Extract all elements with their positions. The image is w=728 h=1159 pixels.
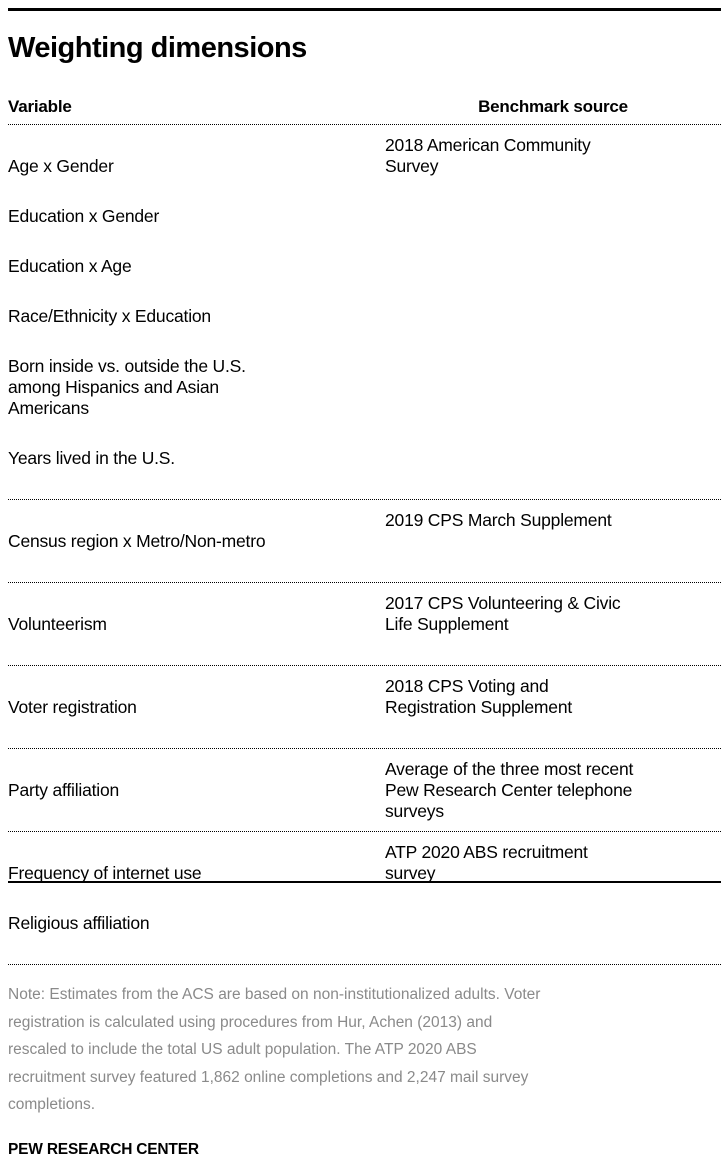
variable-item: Volunteerism (8, 614, 107, 634)
benchmark-cell: 2017 CPS Volunteering & Civic Life Suppl… (385, 593, 621, 634)
column-header-benchmark-source: Benchmark source (478, 97, 628, 116)
variable-item: Age x Gender (8, 156, 114, 176)
variable-item: Education x Age (8, 256, 132, 276)
variable-cell: Age x Gender Education x Gender Educatio… (8, 135, 385, 490)
table-header-row: Variable Benchmark source (8, 97, 721, 125)
benchmark-cell: Average of the three most recent Pew Res… (385, 759, 634, 821)
variable-item: Education x Gender (8, 206, 160, 226)
table-row-party-affiliation: Party affiliation Average of the three m… (8, 749, 721, 832)
variable-cell: Voter registration (8, 676, 385, 739)
variable-item: Born inside vs. outside the U.S. among H… (8, 356, 246, 418)
table-row-acs: Age x Gender Education x Gender Educatio… (8, 125, 721, 500)
variable-item: Race/Ethnicity x Education (8, 306, 211, 326)
page-title: Weighting dimensions (8, 32, 307, 64)
table-row-internet-religion: Frequency of internet use Religious affi… (8, 832, 721, 965)
variable-item: Years lived in the U.S. (8, 448, 175, 468)
weighting-table: Variable Benchmark source Age x Gender E… (8, 97, 721, 965)
bottom-rule (8, 881, 721, 883)
benchmark-cell: ATP 2020 ABS recruitment survey (385, 842, 588, 883)
variable-item: Census region x Metro/Non-metro (8, 531, 266, 551)
variable-cell: Frequency of internet use Religious affi… (8, 842, 385, 955)
top-rule (8, 8, 721, 11)
table-row-voter-registration: Voter registration 2018 CPS Voting and R… (8, 666, 721, 749)
table-row-census-region: Census region x Metro/Non-metro 2019 CPS… (8, 500, 721, 583)
column-header-variable: Variable (8, 97, 72, 116)
weighting-dimensions-figure: Weighting dimensions Variable Benchmark … (8, 8, 721, 1158)
table-row-volunteerism: Volunteerism 2017 CPS Volunteering & Civ… (8, 583, 721, 666)
table-note: Note: Estimates from the ACS are based o… (8, 986, 541, 1113)
variable-item: Frequency of internet use (8, 863, 202, 883)
benchmark-cell: 2019 CPS March Supplement (385, 510, 612, 530)
variable-cell: Census region x Metro/Non-metro (8, 510, 385, 573)
benchmark-cell: 2018 American Community Survey (385, 135, 591, 176)
variable-item: Voter registration (8, 697, 137, 717)
variable-cell: Party affiliation (8, 759, 385, 822)
variable-item: Party affiliation (8, 780, 120, 800)
benchmark-cell: 2018 CPS Voting and Registration Supplem… (385, 676, 573, 717)
variable-item: Religious affiliation (8, 913, 150, 933)
source-org-label: PEW RESEARCH CENTER (8, 1140, 199, 1158)
variable-cell: Volunteerism (8, 593, 385, 656)
